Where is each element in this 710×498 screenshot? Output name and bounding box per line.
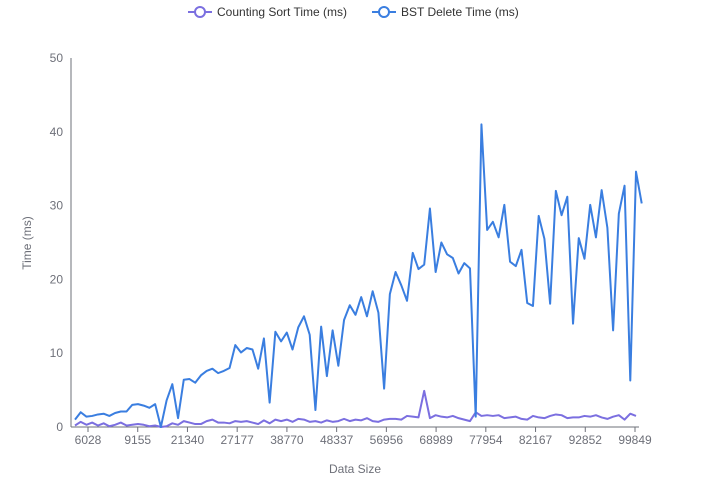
y-tick-label: 20 bbox=[50, 272, 64, 286]
x-tick-label: 9155 bbox=[124, 433, 151, 447]
x-tick-label: 99849 bbox=[618, 433, 652, 447]
y-axis-ticks: 0 10 20 30 40 50 bbox=[50, 51, 64, 434]
x-axis-title: Data Size bbox=[329, 462, 381, 476]
series-line-counting-sort[interactable] bbox=[74, 389, 637, 428]
x-tick-label: 77954 bbox=[469, 433, 503, 447]
series-line-bst-delete[interactable] bbox=[74, 123, 643, 428]
y-tick-label: 10 bbox=[50, 346, 64, 360]
x-tick-label: 48337 bbox=[320, 433, 354, 447]
x-tick-label: 38770 bbox=[270, 433, 304, 447]
y-tick-label: 0 bbox=[56, 420, 63, 434]
x-tick-label: 68989 bbox=[419, 433, 453, 447]
legend-item-bst-delete[interactable]: BST Delete Time (ms) bbox=[372, 5, 519, 19]
legend-item-counting-sort[interactable]: Counting Sort Time (ms) bbox=[188, 5, 347, 19]
y-tick-label: 40 bbox=[50, 125, 64, 139]
x-tick-label: 82167 bbox=[519, 433, 553, 447]
y-axis-title: Time (ms) bbox=[20, 216, 34, 270]
legend-label-bst-delete: BST Delete Time (ms) bbox=[401, 5, 519, 19]
x-axis-ticks: 6028 9155 21340 27177 38770 48337 56956 68989 77… bbox=[75, 427, 652, 447]
legend-marker-counting-sort bbox=[194, 6, 206, 18]
y-tick-label: 30 bbox=[50, 199, 64, 213]
legend: Counting Sort Time (ms) BST Delete Time … bbox=[188, 5, 519, 19]
y-tick-label: 50 bbox=[50, 51, 64, 65]
legend-label-counting-sort: Counting Sort Time (ms) bbox=[217, 5, 347, 19]
legend-marker-bst-delete bbox=[378, 6, 390, 18]
x-tick-label: 21340 bbox=[171, 433, 205, 447]
x-tick-label: 56956 bbox=[370, 433, 404, 447]
series-layer bbox=[74, 123, 643, 428]
x-tick-label: 6028 bbox=[75, 433, 102, 447]
x-tick-label: 27177 bbox=[220, 433, 254, 447]
x-tick-label: 92852 bbox=[569, 433, 603, 447]
